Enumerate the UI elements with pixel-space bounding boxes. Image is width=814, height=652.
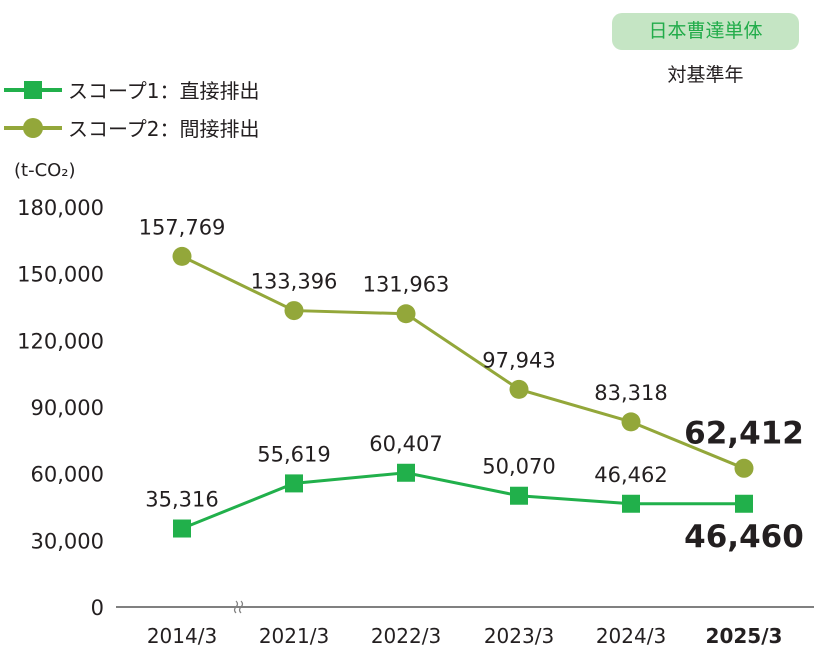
data-label: 131,963 bbox=[363, 273, 450, 297]
data-point-circle bbox=[396, 304, 416, 324]
data-point-square bbox=[285, 474, 303, 493]
data-point-circle bbox=[284, 301, 304, 321]
data-point-square bbox=[510, 486, 528, 505]
y-axis-unit: (t-CO₂) bbox=[14, 160, 76, 181]
y-tick-label: 30,000 bbox=[31, 529, 104, 553]
square-marker-icon bbox=[4, 80, 62, 99]
legend-label: スコープ1：直接排出 bbox=[68, 79, 260, 103]
series-line-2 bbox=[181, 255, 745, 470]
y-tick-label: 120,000 bbox=[17, 329, 104, 353]
x-tick-label: 2024/3 bbox=[596, 624, 666, 648]
data-point-circle bbox=[621, 412, 641, 432]
axis-break-icon bbox=[233, 600, 244, 614]
series-line-1 bbox=[181, 471, 745, 530]
data-point-circle bbox=[172, 246, 192, 266]
x-tick-label: 2023/3 bbox=[484, 624, 554, 648]
data-label: 46,460 bbox=[684, 519, 804, 555]
x-tick-label: 2022/3 bbox=[371, 624, 441, 648]
data-point-square bbox=[622, 494, 640, 513]
legend-item-scope1: スコープ1：直接排出 bbox=[4, 75, 260, 104]
badge-subtitle: 対基準年 bbox=[667, 64, 744, 86]
data-label: 35,316 bbox=[145, 488, 218, 512]
data-point-circle bbox=[509, 379, 529, 399]
x-tick-label: 2025/3 bbox=[706, 624, 783, 648]
data-point-circle bbox=[734, 458, 754, 478]
y-tick-label: 90,000 bbox=[31, 396, 104, 420]
data-label: 97,943 bbox=[482, 348, 555, 372]
data-label: 62,412 bbox=[684, 415, 804, 451]
data-point-square bbox=[173, 519, 191, 538]
y-tick-label: 180,000 bbox=[17, 196, 104, 220]
data-label: 50,070 bbox=[482, 455, 555, 479]
data-point-square bbox=[735, 494, 753, 513]
data-label: 60,407 bbox=[369, 432, 442, 456]
y-tick-label: 0 bbox=[91, 596, 104, 620]
data-label: 46,462 bbox=[594, 463, 667, 487]
legend-label: スコープ2：間接排出 bbox=[68, 117, 260, 141]
circle-marker-icon bbox=[4, 117, 62, 138]
y-tick-label: 150,000 bbox=[17, 263, 104, 287]
data-label: 83,318 bbox=[594, 381, 667, 405]
data-label: 55,619 bbox=[257, 442, 330, 466]
data-point-square bbox=[397, 463, 415, 482]
x-tick-label: 2021/3 bbox=[259, 624, 329, 648]
y-tick-label: 60,000 bbox=[31, 463, 104, 487]
data-label: 157,769 bbox=[139, 215, 226, 239]
legend-item-scope2: スコープ2：間接排出 bbox=[4, 113, 260, 142]
data-label: 133,396 bbox=[251, 270, 338, 294]
x-tick-label: 2014/3 bbox=[147, 624, 217, 648]
scope-badge: 日本曹達単体 bbox=[612, 13, 799, 50]
